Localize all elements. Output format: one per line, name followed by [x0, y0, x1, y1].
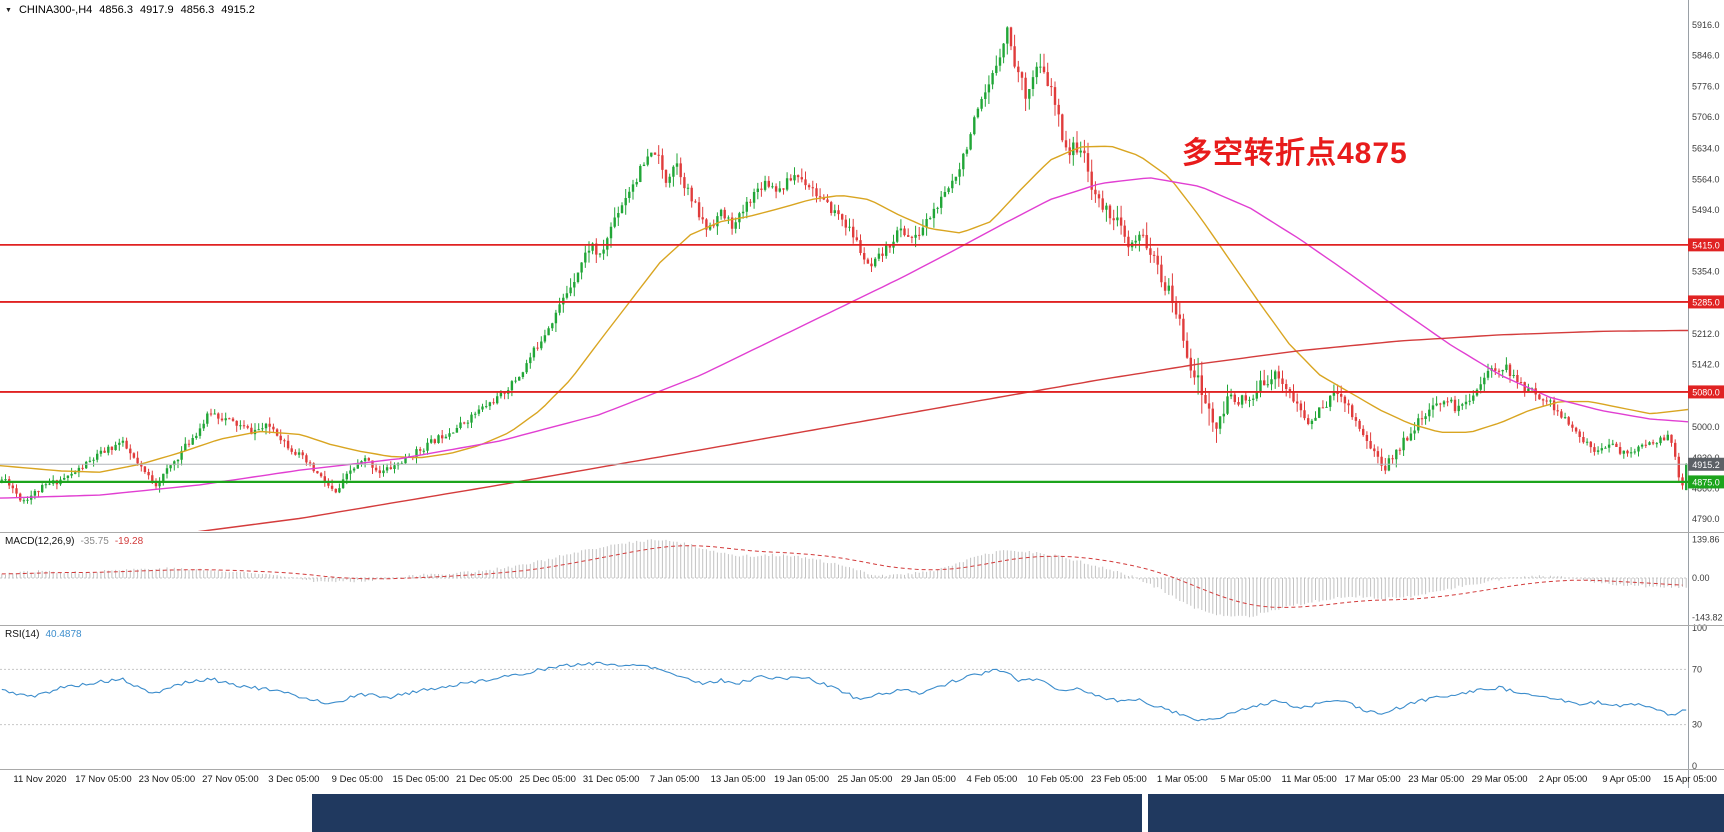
svg-text:4790.0: 4790.0 — [1692, 514, 1720, 524]
svg-text:15 Apr 05:00: 15 Apr 05:00 — [1663, 774, 1717, 785]
svg-text:5 Mar 05:00: 5 Mar 05:00 — [1220, 774, 1271, 785]
macd-histogram — [1, 539, 1687, 618]
svg-text:70: 70 — [1692, 664, 1702, 674]
moving-averages — [0, 145, 1688, 531]
chart-annotation: 多空转折点4875 — [1182, 137, 1408, 170]
macd-signal-line — [1, 545, 1683, 608]
symbol-period: CHINA300-,H4 — [18, 4, 93, 16]
ohlc-high: 4917.9 — [139, 4, 174, 16]
ma-mid-magenta — [0, 177, 1688, 499]
svg-text:1 Mar 05:00: 1 Mar 05:00 — [1157, 774, 1208, 785]
axis-badge-4875.0 — [1688, 475, 1724, 489]
svg-text:4875.0: 4875.0 — [1692, 477, 1720, 487]
svg-text:31 Dec 05:00: 31 Dec 05:00 — [583, 774, 640, 785]
svg-text:30: 30 — [1692, 720, 1702, 730]
svg-text:5916.0: 5916.0 — [1692, 20, 1720, 30]
svg-text:11 Mar 05:00: 11 Mar 05:00 — [1282, 774, 1337, 785]
svg-text:5415.0: 5415.0 — [1692, 240, 1720, 250]
svg-text:13 Jan 05:00: 13 Jan 05:00 — [711, 774, 766, 785]
ohlc-close: 4915.2 — [221, 4, 255, 16]
svg-text:5080.0: 5080.0 — [1692, 387, 1720, 397]
svg-text:5354.0: 5354.0 — [1692, 267, 1720, 277]
taskbar-segment-right[interactable] — [1148, 794, 1724, 832]
svg-text:9 Dec 05:00: 9 Dec 05:00 — [332, 774, 383, 785]
svg-text:17 Mar 05:00: 17 Mar 05:00 — [1345, 774, 1401, 785]
axis-badges: 5415.0 5285.0 5080.0 4915.2 4875.0 — [1688, 238, 1724, 489]
time-axis[interactable]: 11 Nov 2020 17 Nov 05:00 23 Nov 05:00 27 No… — [13, 774, 1716, 785]
rsi-pane — [0, 661, 1688, 726]
svg-text:5000.0: 5000.0 — [1692, 422, 1720, 432]
axis-badge-5285.0 — [1688, 295, 1724, 309]
svg-text:5564.0: 5564.0 — [1692, 174, 1720, 184]
svg-text:4915.2: 4915.2 — [1692, 460, 1720, 470]
axis-badge-4915.2 — [1688, 457, 1724, 471]
svg-text:17 Nov 05:00: 17 Nov 05:00 — [75, 774, 132, 785]
svg-text:27 Nov 05:00: 27 Nov 05:00 — [202, 774, 259, 785]
svg-text:29 Mar 05:00: 29 Mar 05:00 — [1472, 774, 1528, 785]
svg-text:139.86: 139.86 — [1692, 535, 1720, 545]
pane-separators — [0, 532, 1724, 770]
svg-text:4 Feb 05:00: 4 Feb 05:00 — [967, 774, 1018, 785]
svg-text:4860.0: 4860.0 — [1692, 483, 1720, 493]
ohlc-open: 4856.3 — [99, 4, 133, 16]
svg-text:2 Apr 05:00: 2 Apr 05:00 — [1539, 774, 1588, 785]
macd-pane — [0, 539, 1688, 618]
rsi-indicator-label: RSI(14) 40.4878 — [5, 629, 82, 640]
svg-text:23 Feb 05:00: 23 Feb 05:00 — [1091, 774, 1147, 785]
svg-text:9 Apr 05:00: 9 Apr 05:00 — [1602, 774, 1651, 785]
macd-signal-value: -19.28 — [114, 536, 144, 547]
svg-text:25 Jan 05:00: 25 Jan 05:00 — [838, 774, 893, 785]
svg-text:15 Dec 05:00: 15 Dec 05:00 — [393, 774, 450, 785]
ohlc-low: 4856.3 — [180, 4, 215, 16]
taskbar-segment-left[interactable] — [312, 794, 1142, 832]
symbol-dropdown-icon[interactable]: ▼ — [5, 6, 12, 14]
svg-text:5212.0: 5212.0 — [1692, 329, 1720, 339]
ohlc-readout: ▼ CHINA300-,H4 4856.3 4917.9 4856.3 4915… — [5, 4, 255, 16]
svg-text:10 Feb 05:00: 10 Feb 05:00 — [1027, 774, 1083, 785]
svg-text:5776.0: 5776.0 — [1692, 81, 1720, 91]
macd-indicator-label: MACD(12,26,9) -35.75 -19.28 — [5, 536, 143, 547]
ma-fast-orange — [0, 145, 1688, 473]
svg-text:5142.0: 5142.0 — [1692, 360, 1720, 370]
svg-text:23 Mar 05:00: 23 Mar 05:00 — [1408, 774, 1464, 785]
axis-badge-5415.0 — [1688, 238, 1724, 252]
axis-badge-5080.0 — [1688, 385, 1724, 399]
svg-text:25 Dec 05:00: 25 Dec 05:00 — [519, 774, 576, 785]
svg-text:23 Nov 05:00: 23 Nov 05:00 — [139, 774, 196, 785]
price-lines — [0, 243, 1688, 484]
svg-text:5285.0: 5285.0 — [1692, 297, 1720, 307]
macd-main-value: -35.75 — [80, 536, 109, 547]
svg-text:29 Jan 05:00: 29 Jan 05:00 — [901, 774, 956, 785]
rsi-value: 40.4878 — [45, 629, 82, 640]
rsi-line — [1, 661, 1687, 722]
svg-text:5494.0: 5494.0 — [1692, 205, 1720, 215]
svg-text:3 Dec 05:00: 3 Dec 05:00 — [268, 774, 319, 785]
svg-text:0.00: 0.00 — [1692, 573, 1710, 583]
svg-text:19 Jan 05:00: 19 Jan 05:00 — [774, 774, 829, 785]
svg-text:0: 0 — [1692, 761, 1697, 771]
svg-text:5846.0: 5846.0 — [1692, 51, 1720, 61]
svg-text:-143.82: -143.82 — [1692, 613, 1723, 623]
ma-slow-red — [197, 329, 1688, 531]
macd-name: MACD(12,26,9) — [5, 536, 75, 547]
rsi-name: RSI(14) — [5, 629, 40, 640]
svg-text:5634.0: 5634.0 — [1692, 144, 1720, 154]
svg-text:21 Dec 05:00: 21 Dec 05:00 — [456, 774, 513, 785]
svg-text:100: 100 — [1692, 623, 1707, 633]
svg-text:7 Jan 05:00: 7 Jan 05:00 — [650, 774, 700, 785]
svg-text:5706.0: 5706.0 — [1692, 112, 1720, 122]
svg-text:11 Nov 2020: 11 Nov 2020 — [13, 774, 66, 785]
